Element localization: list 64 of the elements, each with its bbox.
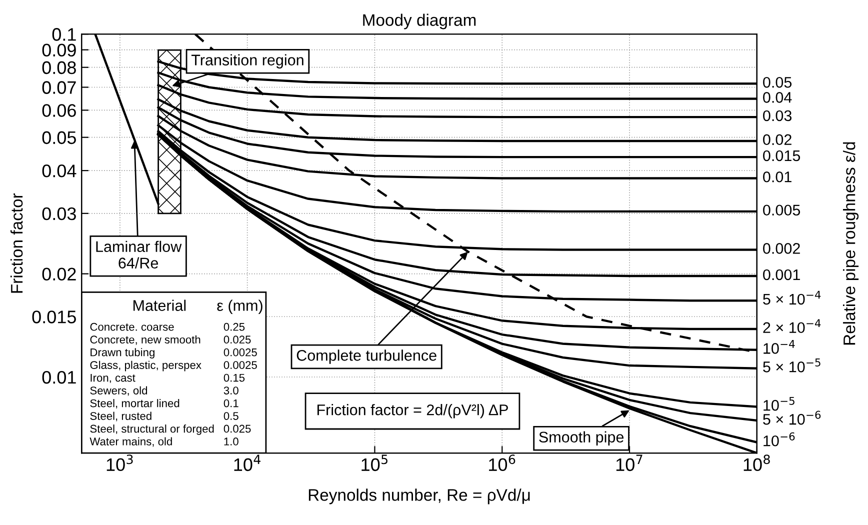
series-label: 0.015 [763,150,800,162]
series-label: 0.005 [763,204,800,216]
y-tick-label: 0.04 [42,164,76,178]
y-tick-label: 0.08 [42,61,76,74]
series-label: 0.01 [763,171,792,182]
annotation: 1.0 [224,438,238,446]
y-tick-label: 0.1 [52,28,76,41]
series-label: 10$^{−4}$ [764,340,795,354]
y-tick-label: 0.03 [42,207,76,220]
series-label: 5 × 10$^{−5}$ [763,358,820,372]
series-label: 2 × 10$^{−4}$ [763,319,821,334]
x-tick-label: 10$^{7}$ [616,454,642,472]
annotation: Transition region [191,54,304,68]
series-label: 10$^{−5}$ [764,396,794,411]
annotation: 0.0025 [224,361,257,369]
annotation: ε (mm) [217,300,262,314]
annotation: Steel, rusted [90,412,152,422]
series-label: 0.002 [763,243,800,254]
series-label: 0.05 [763,76,792,88]
y-tick-label: 0.09 [42,44,76,57]
annotation: Iron, cast [90,374,136,384]
annotation: 0.0025 [224,348,257,356]
annotation: Steel, structural or forged [90,424,214,435]
annotation: Friction factor = 2d/(ρV²l) ΔP [317,404,508,418]
y-tick-label: 0.01 [42,370,76,384]
x-tick-label: 10$^{8}$ [744,454,770,472]
x-tick-label: 10$^{5}$ [362,454,388,472]
series-label: 5 × 10$^{−4}$ [763,290,821,305]
series-label: 10$^{−6}$ [764,432,795,446]
y2-axis-title: Relative pipe roughness ε/d [843,142,859,345]
series-label: 0.04 [763,92,792,103]
y-tick-label: 0.06 [42,104,76,117]
series-label: 0.02 [763,134,792,146]
series-label: 5 × 10$^{−6}$ [763,410,821,425]
annotation: 0.1 [224,399,238,408]
annotation: Water mains, old [90,437,172,447]
y-tick-label: 0.07 [42,81,76,94]
x-tick-label: 10$^{4}$ [234,454,260,472]
annotation: Laminar flow 64/Re [96,240,182,268]
x-axis-title: Reynolds number, Re = ρVd/μ [308,488,530,504]
annotation: Complete turbulence [296,350,436,364]
annotation: Drawn tubing [90,348,154,358]
annotation: 3.0 [224,386,238,394]
y-tick-label: 0.05 [42,131,76,144]
annotation: Concrete, new smooth [90,335,200,345]
x-tick-label: 10$^{3}$ [106,454,133,472]
y-tick-label: 0.015 [32,310,76,324]
annotation: Concrete. coarse [90,322,174,331]
y-axis-title: Friction factor [10,193,23,293]
annotation: Sewers, old [90,386,148,396]
annotation: 0.025 [224,424,251,433]
annotation: 0.025 [224,336,251,344]
annotation: 0.15 [224,374,245,382]
series-label: 0.001 [763,269,800,280]
annotation: Material [133,300,186,311]
annotation: 0.5 [224,412,238,420]
y-tick-label: 0.02 [42,268,76,281]
chart-title: Moody diagram [363,14,476,30]
annotation: Glass, plastic, perspex [90,360,202,372]
x-tick-label: 10$^{6}$ [489,454,516,472]
annotation: 0.25 [224,322,245,331]
series-label: 0.03 [763,110,792,122]
annotation: Smooth pipe [539,431,624,446]
annotation: Steel, mortar lined [90,399,180,409]
